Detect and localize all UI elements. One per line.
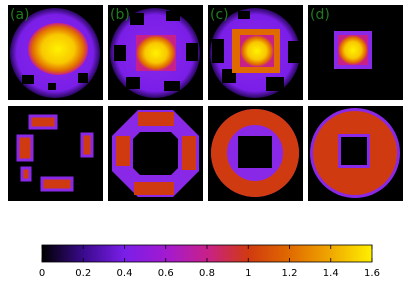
- tick-label: 0.2: [75, 268, 91, 279]
- panels: (a) (b) (c) (d): [8, 5, 403, 201]
- panel-c-bottom: [208, 106, 303, 201]
- tick-label: 0.6: [158, 268, 174, 279]
- panel-label: (a): [10, 7, 30, 23]
- panel-d-top: [308, 5, 403, 100]
- panel-d-bottom: [308, 106, 403, 201]
- panel-a-top: [8, 5, 103, 100]
- tick-label: 1: [245, 268, 251, 279]
- tick-label: 1.6: [364, 268, 380, 279]
- panel-b-bottom: [108, 106, 203, 201]
- panel-label: (b): [110, 7, 130, 23]
- tick-label: 0.8: [199, 268, 215, 279]
- tick-label: 0.4: [117, 268, 133, 279]
- panel-label: (d): [310, 7, 330, 23]
- colorbar: 0 0.2 0.4 0.6 0.8 1 1.2 1.4 1.6: [39, 244, 380, 279]
- panel-c-top: [208, 5, 303, 100]
- panel-label: (c): [210, 7, 229, 23]
- panel-a-bottom: [8, 106, 103, 201]
- tick-label: 1.2: [282, 268, 298, 279]
- tick-label: 1.4: [323, 268, 339, 279]
- tick-label: 0: [39, 268, 45, 279]
- panel-b-top: [108, 5, 203, 100]
